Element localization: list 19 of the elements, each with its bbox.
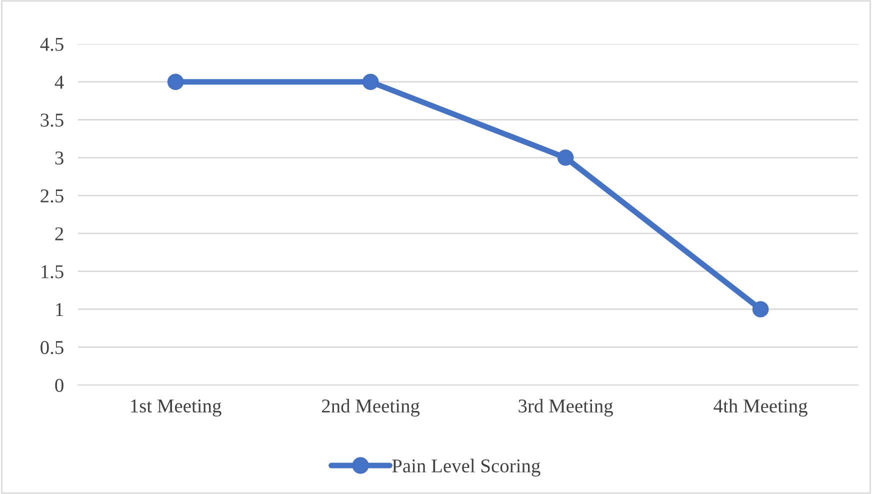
y-tick-label: 3 (55, 152, 64, 165)
y-tick-label: 3.5 (40, 114, 64, 127)
point (752, 301, 769, 318)
point (362, 74, 379, 90)
x-tick-label: 3rd Meeting (518, 398, 613, 417)
y-tick-label: 1 (56, 303, 63, 316)
x-tick-label: 2nd Meeting (322, 398, 420, 417)
legend-label: Pain Level Scoring (392, 458, 540, 476)
y-tick-label: 0.5 (40, 340, 64, 354)
y-tick-label: 2 (55, 227, 64, 240)
y-tick-label: 4.5 (40, 38, 64, 51)
y-tick-label: 4 (54, 76, 64, 89)
point (557, 149, 574, 166)
point (167, 74, 184, 90)
y-tick-label: 1.5 (42, 265, 64, 278)
y-tick-label: 0 (55, 378, 64, 392)
y-tick-label: 2.5 (40, 189, 64, 203)
x-tick-label: 4th Meeting (714, 398, 808, 417)
x-tick-label: 1st Meeting (131, 399, 222, 417)
